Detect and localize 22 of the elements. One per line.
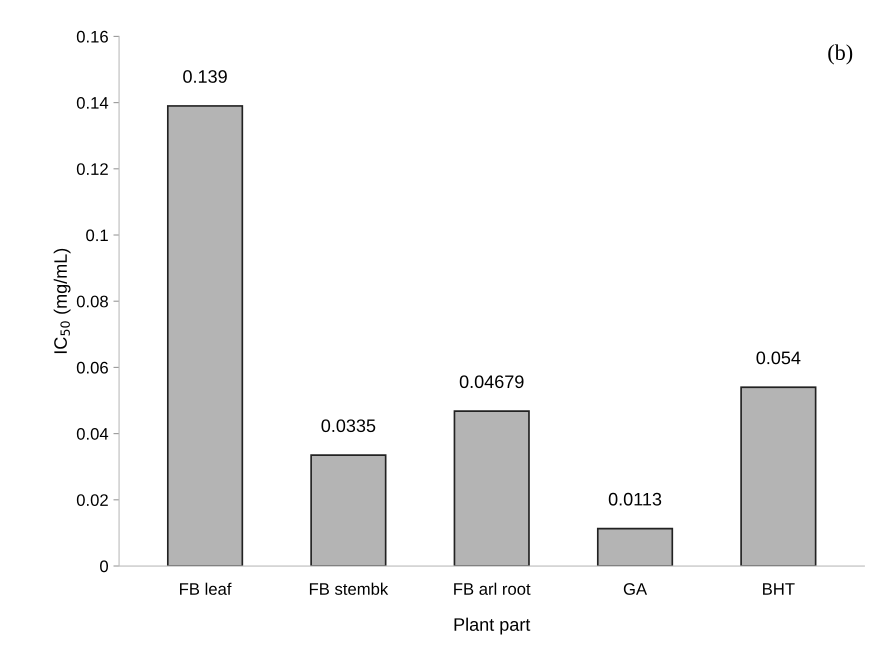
y-tick-label: 0.16: [76, 30, 108, 43]
y-tick-label: 0.06: [76, 362, 108, 374]
y-tick-label: 0.14: [76, 97, 108, 109]
annotation: (b): [828, 44, 852, 65]
data-label: 0.054: [756, 351, 800, 364]
x-tick-label: BHT: [763, 583, 795, 595]
x-tick-label: GA: [624, 583, 648, 595]
x-tick-label: FB leaf: [180, 582, 232, 595]
data-label: 0.0113: [608, 492, 662, 506]
y-tick-label: 0: [100, 560, 108, 572]
y-tick-label: 0.08: [76, 296, 108, 308]
y-tick-label: 0.12: [76, 163, 108, 176]
x-tick-label: FB stembk: [310, 582, 388, 595]
y-tick-label: 0.02: [76, 494, 108, 506]
x-axis-title: Plant part: [454, 618, 530, 634]
data-label: 0.04679: [460, 375, 524, 388]
y-tick-label: 0.1: [86, 229, 108, 242]
y-tick-label: 0.04: [76, 428, 108, 440]
x-tick-label: FB arl root: [454, 582, 530, 595]
data-label: 0.139: [183, 70, 227, 83]
y-axis-title: IC$_{50}$ (mg/mL): [54, 248, 71, 354]
data-label: 0.0335: [321, 419, 376, 432]
